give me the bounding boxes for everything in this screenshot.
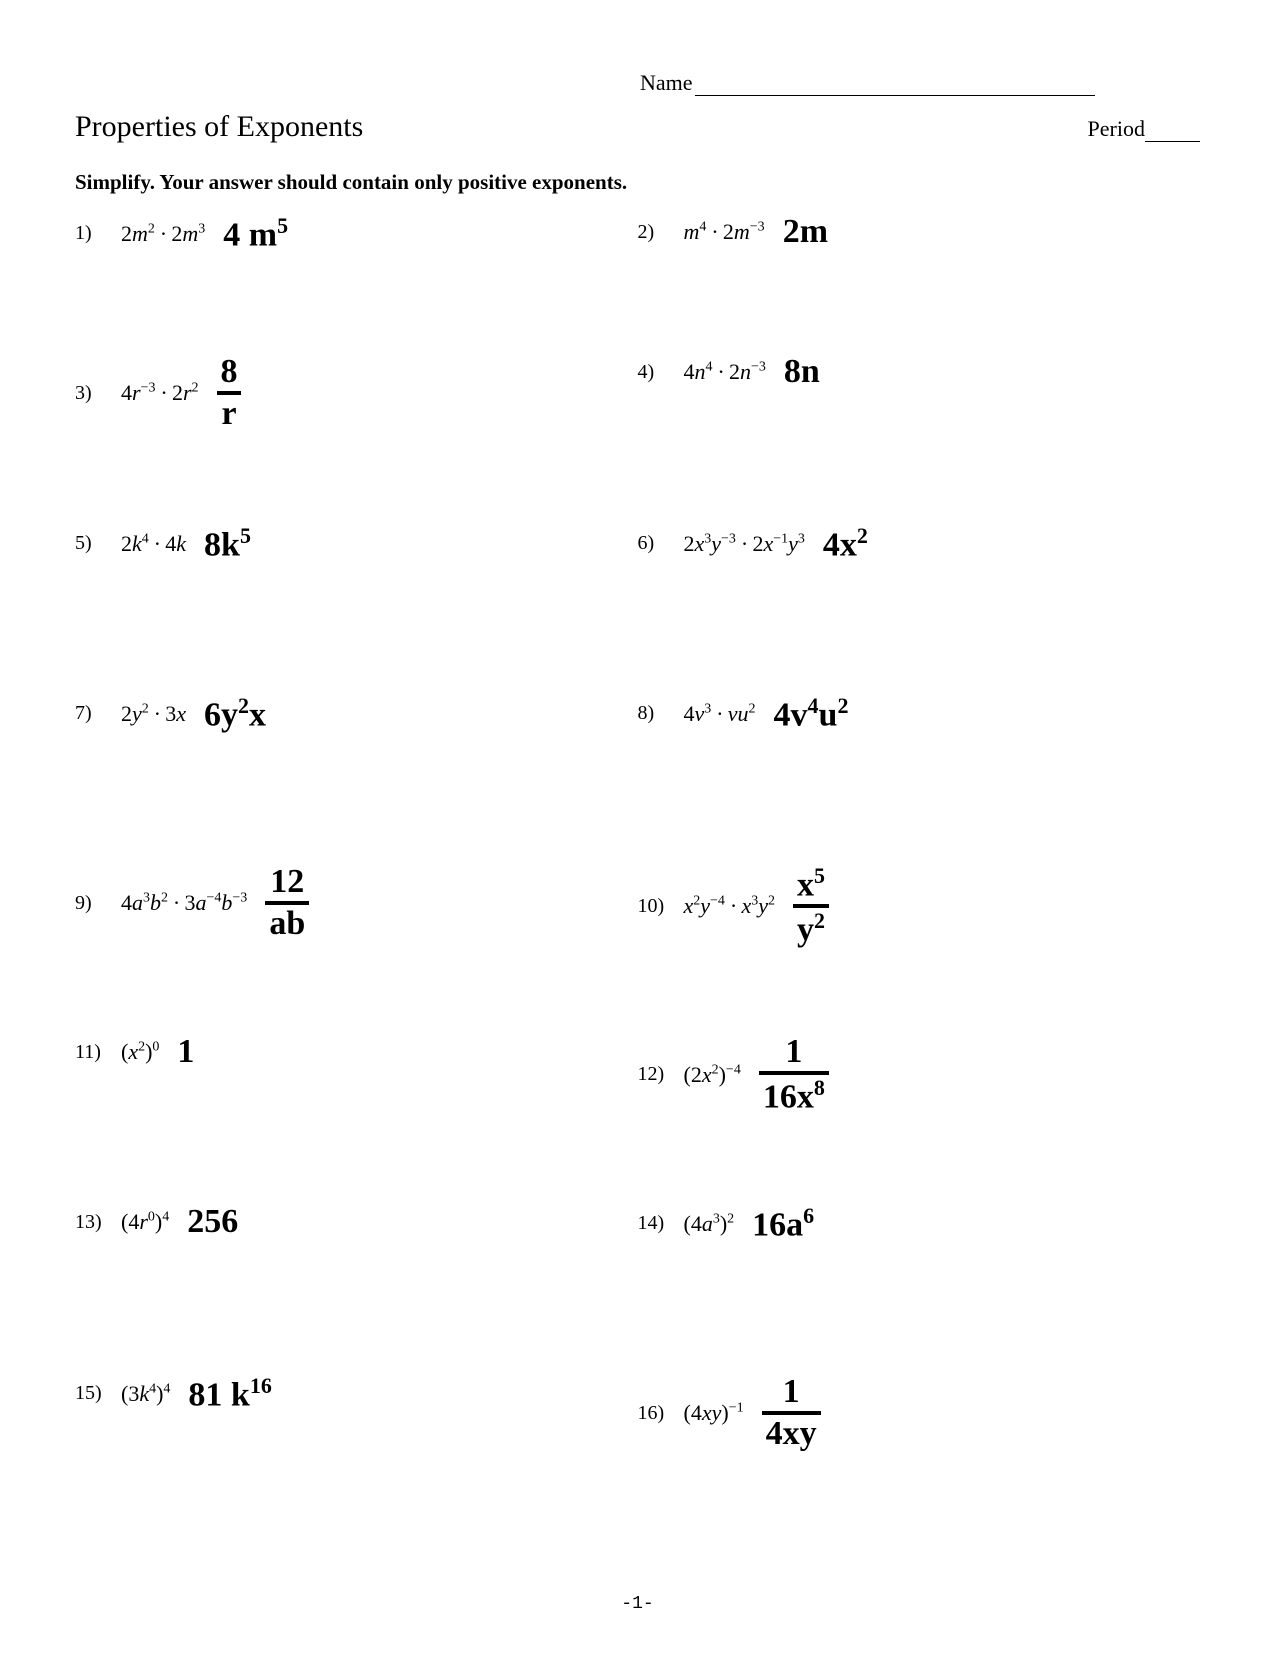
problem-cell: 10) x2y−4 · x3y2 x5y2 [638, 855, 1201, 948]
problem-cell: 14) (4a3)2 16a6 [638, 1195, 1201, 1242]
period-blank[interactable] [1145, 141, 1200, 142]
problem-cell: 8) 4v3 · vu2 4v4u2 [638, 685, 1201, 732]
problem-expression: (3k4)4 [121, 1381, 170, 1407]
handwritten-answer: 256 [187, 1205, 238, 1239]
name-field: Name [640, 70, 1095, 96]
problem-number: 1) [75, 222, 103, 245]
instructions: Simplify. Your answer should contain onl… [75, 170, 627, 195]
name-blank[interactable] [695, 95, 1095, 96]
page-number: -1- [0, 1594, 1275, 1614]
problems-grid: 1) 2m2 · 2m3 4 m5 2) m4 · 2m−3 2m 3) 4r−3 · 2r2… [75, 205, 1200, 1564]
problem-expression: 2x3y−3 · 2x−1y3 [684, 531, 805, 557]
problem-expression: 2y2 · 3x [121, 701, 186, 727]
name-label: Name [640, 70, 693, 95]
problem-cell: 2) m4 · 2m−3 2m [638, 205, 1201, 249]
problem-number: 11) [75, 1041, 103, 1064]
problem-row: 1) 2m2 · 2m3 4 m5 2) m4 · 2m−3 2m [75, 205, 1200, 345]
handwritten-answer: 4 m5 [223, 215, 288, 252]
problem-number: 16) [638, 1402, 666, 1425]
worksheet-page: Name Properties of Exponents Period Simp… [0, 0, 1275, 1664]
handwritten-answer: 116x8 [759, 1035, 829, 1114]
problem-number: 8) [638, 702, 666, 725]
problem-cell: 7) 2y2 · 3x 6y2x [75, 685, 638, 732]
problem-number: 7) [75, 702, 103, 725]
problem-expression: (2x2)−4 [684, 1062, 741, 1088]
handwritten-answer: 81 k16 [188, 1375, 271, 1412]
problem-expression: 4v3 · vu2 [684, 701, 756, 727]
problem-cell: 4) 4n4 · 2n−3 8n [638, 345, 1201, 389]
problem-expression: (4xy)−1 [684, 1400, 744, 1426]
handwritten-answer: 2m [783, 215, 828, 249]
problem-number: 14) [638, 1212, 666, 1235]
problem-cell: 3) 4r−3 · 2r2 8r [75, 345, 638, 431]
handwritten-answer: 8r [217, 355, 242, 431]
problem-expression: 2m2 · 2m3 [121, 221, 205, 247]
problem-cell: 12) (2x2)−4 116x8 [638, 1025, 1201, 1114]
period-field: Period [1088, 116, 1200, 142]
problem-number: 2) [638, 221, 666, 244]
problem-number: 6) [638, 532, 666, 555]
problem-expression: m4 · 2m−3 [684, 219, 765, 245]
handwritten-answer: 16a6 [752, 1205, 814, 1242]
handwritten-answer: 8n [784, 355, 820, 389]
problem-expression: x2y−4 · x3y2 [684, 893, 775, 919]
problem-cell: 16) (4xy)−1 14xy [638, 1365, 1201, 1451]
handwritten-answer: 12ab [265, 865, 309, 941]
period-label: Period [1088, 116, 1145, 141]
problem-cell: 11) (x2)0 1 [75, 1025, 638, 1069]
problem-expression: (4a3)2 [684, 1211, 735, 1237]
problem-expression: 4r−3 · 2r2 [121, 380, 199, 406]
problem-row: 9) 4a3b2 · 3a−4b−3 12ab 10) x2y−4 · x3y2 x5y2 [75, 855, 1200, 1025]
title-row: Properties of Exponents Period [75, 110, 1200, 144]
handwritten-answer: 1 [177, 1035, 194, 1069]
handwritten-answer: 8k5 [204, 525, 251, 562]
handwritten-answer: 14xy [762, 1375, 821, 1451]
problem-row: 11) (x2)0 1 12) (2x2)−4 116x8 [75, 1025, 1200, 1195]
problem-number: 3) [75, 382, 103, 405]
problem-number: 12) [638, 1063, 666, 1086]
handwritten-answer: 4v4u2 [774, 695, 849, 732]
problem-expression: 4a3b2 · 3a−4b−3 [121, 890, 247, 916]
problem-expression: 4n4 · 2n−3 [684, 359, 766, 385]
problem-cell: 13) (4r0)4 256 [75, 1195, 638, 1239]
problem-row: 13) (4r0)4 256 14) (4a3)2 16a6 [75, 1195, 1200, 1365]
problem-number: 4) [638, 361, 666, 384]
problem-expression: 2k4 · 4k [121, 531, 186, 557]
problem-number: 15) [75, 1382, 103, 1405]
problem-cell: 5) 2k4 · 4k 8k5 [75, 515, 638, 562]
problem-cell: 1) 2m2 · 2m3 4 m5 [75, 205, 638, 252]
problem-cell: 6) 2x3y−3 · 2x−1y3 4x2 [638, 515, 1201, 562]
problem-number: 10) [638, 895, 666, 918]
problem-row: 7) 2y2 · 3x 6y2x 8) 4v3 · vu2 4v4u2 [75, 685, 1200, 855]
handwritten-answer: x5y2 [793, 865, 829, 948]
problem-row: 15) (3k4)4 81 k16 16) (4xy)−1 14xy [75, 1365, 1200, 1535]
handwritten-answer: 4x2 [823, 525, 868, 562]
problem-cell: 15) (3k4)4 81 k16 [75, 1365, 638, 1412]
problem-number: 9) [75, 892, 103, 915]
problem-number: 13) [75, 1211, 103, 1234]
page-title: Properties of Exponents [75, 110, 363, 144]
problem-row: 5) 2k4 · 4k 8k5 6) 2x3y−3 · 2x−1y3 4x2 [75, 515, 1200, 685]
problem-number: 5) [75, 532, 103, 555]
problem-cell: 9) 4a3b2 · 3a−4b−3 12ab [75, 855, 638, 941]
handwritten-answer: 6y2x [204, 695, 266, 732]
problem-row: 3) 4r−3 · 2r2 8r 4) 4n4 · 2n−3 8n [75, 345, 1200, 515]
problem-expression: (4r0)4 [121, 1209, 169, 1235]
problem-expression: (x2)0 [121, 1039, 159, 1065]
